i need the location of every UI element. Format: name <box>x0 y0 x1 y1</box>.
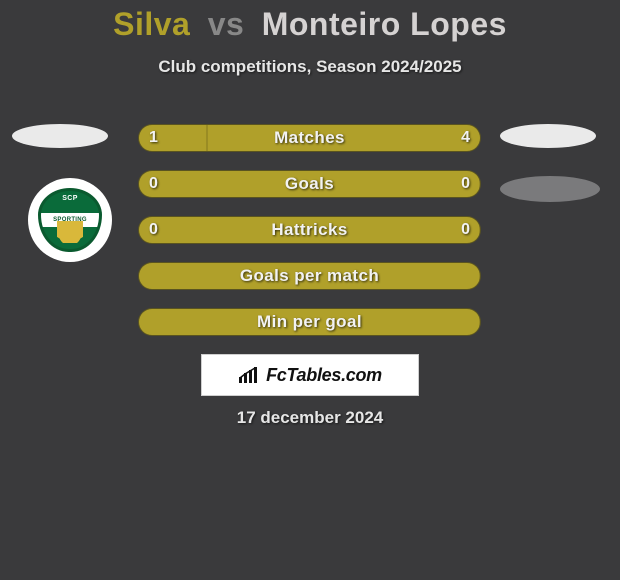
stat-bar: Min per goal <box>138 308 481 336</box>
badge-top-text: SCP <box>41 195 99 202</box>
stat-bar: Goals0 0 <box>138 170 481 198</box>
player1-club-badge: SCP SPORTING <box>28 178 112 262</box>
player2-club-badge-placeholder <box>500 176 600 202</box>
stat-bar-label: Hattricks <box>139 217 480 243</box>
stat-bar: Goals per match <box>138 262 481 290</box>
brand-attribution: FcTables.com <box>201 354 419 396</box>
stat-bar-value-right: 0 <box>461 217 470 243</box>
comparison-bars: Matches14Goals00Hattricks00Goals per mat… <box>138 124 481 354</box>
brand-chart-icon <box>238 366 260 384</box>
stat-bar-value-left: 0 <box>149 171 158 197</box>
brand-text: FcTables.com <box>266 365 382 386</box>
comparison-card: Silva vs Monteiro Lopes Club competition… <box>0 0 620 580</box>
stat-bar-value-left: 1 <box>149 125 158 151</box>
vs-text: vs <box>208 6 245 42</box>
page-title: Silva vs Monteiro Lopes <box>0 0 620 43</box>
player1-name: Silva <box>113 6 190 42</box>
club-badge-icon: SCP SPORTING <box>38 188 102 252</box>
player2-name: Monteiro Lopes <box>262 6 507 42</box>
stat-bar: Hattricks0 0 <box>138 216 481 244</box>
badge-lion-icon <box>57 221 83 243</box>
stat-bar-label: Goals <box>139 171 480 197</box>
stat-bar-label: Goals per match <box>139 263 480 289</box>
date-text: 17 december 2024 <box>0 408 620 428</box>
subtitle: Club competitions, Season 2024/2025 <box>0 57 620 77</box>
stat-bar-value-left: 0 <box>149 217 158 243</box>
stat-bar-label: Matches <box>139 125 480 151</box>
stat-bar-value-right: 4 <box>461 125 470 151</box>
stat-bar: Matches1 4 <box>138 124 481 152</box>
player1-avatar-placeholder <box>12 124 108 148</box>
player2-avatar-placeholder <box>500 124 596 148</box>
stat-bar-label: Min per goal <box>139 309 480 335</box>
stat-bar-value-right: 0 <box>461 171 470 197</box>
